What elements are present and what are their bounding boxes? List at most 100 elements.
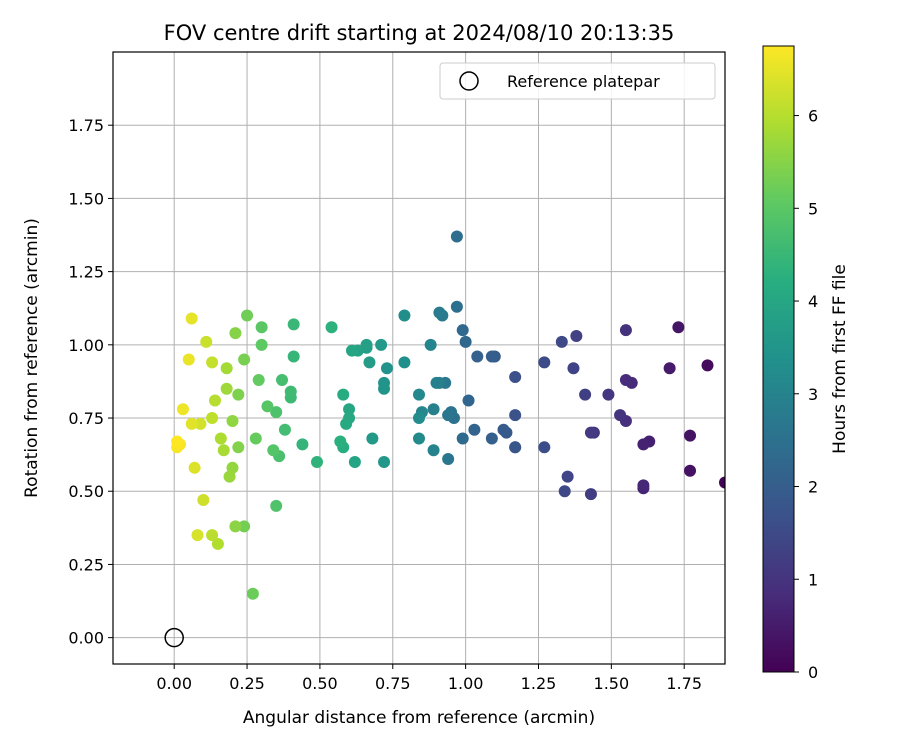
data-point xyxy=(229,520,242,533)
data-point xyxy=(238,520,251,533)
data-point xyxy=(701,359,714,372)
data-point xyxy=(561,470,574,483)
data-point xyxy=(614,409,627,422)
colorbar-tick-label: 0 xyxy=(808,663,818,682)
data-point xyxy=(340,417,353,430)
data-point xyxy=(570,330,583,343)
data-point xyxy=(270,406,283,419)
data-point xyxy=(261,400,274,413)
x-tick-label: 1.25 xyxy=(521,674,557,693)
data-point xyxy=(343,403,356,416)
y-tick-label: 0.50 xyxy=(68,482,104,501)
x-tick-label: 1.50 xyxy=(594,674,630,693)
x-axis-ticks: 0.00 0.25 0.50 0.75 1.00 1.25 1.50 1.75 xyxy=(156,664,702,693)
data-point xyxy=(211,537,224,550)
data-point xyxy=(249,432,262,445)
data-point xyxy=(497,423,510,436)
data-point xyxy=(366,432,379,445)
data-point xyxy=(334,435,347,448)
data-point xyxy=(430,376,443,389)
x-tick-label: 1.75 xyxy=(666,674,702,693)
data-point xyxy=(176,403,189,416)
y-tick-label: 1.50 xyxy=(68,189,104,208)
y-tick-label: 1.00 xyxy=(68,336,104,355)
data-point xyxy=(223,470,236,483)
data-point xyxy=(442,453,455,466)
data-point xyxy=(672,321,685,334)
y-axis-label: Rotation from reference (arcmin) xyxy=(22,218,42,498)
data-point xyxy=(229,327,242,340)
gridlines xyxy=(113,52,725,664)
data-point xyxy=(468,423,481,436)
data-point xyxy=(413,388,425,401)
data-point xyxy=(255,338,268,351)
data-point xyxy=(252,373,265,386)
y-tick-label: 1.75 xyxy=(68,116,104,135)
x-tick-label: 0.00 xyxy=(156,674,192,693)
data-point xyxy=(433,306,446,319)
data-point xyxy=(206,529,219,542)
data-point xyxy=(378,455,391,468)
data-point xyxy=(663,362,676,375)
data-point xyxy=(442,409,455,422)
data-point xyxy=(238,353,251,366)
data-point xyxy=(584,488,597,501)
data-point xyxy=(398,309,411,322)
data-point xyxy=(232,388,245,401)
data-point xyxy=(619,373,632,386)
data-point xyxy=(337,388,350,401)
data-point xyxy=(200,335,213,348)
data-point xyxy=(188,461,201,474)
x-tick-label: 0.75 xyxy=(375,674,411,693)
data-point xyxy=(456,432,469,445)
y-tick-label: 0.75 xyxy=(68,409,104,428)
x-tick-label: 0.25 xyxy=(229,674,265,693)
data-point xyxy=(413,412,425,425)
legend-marker-icon xyxy=(459,71,479,91)
data-point xyxy=(287,350,300,363)
data-point xyxy=(206,412,219,425)
data-point xyxy=(450,300,463,313)
data-point xyxy=(719,476,725,489)
legend-box xyxy=(439,62,716,100)
data-point xyxy=(197,494,210,507)
data-point xyxy=(584,426,597,439)
data-point xyxy=(538,441,551,454)
data-point xyxy=(311,455,323,468)
data-points xyxy=(171,230,725,600)
data-point xyxy=(509,371,522,384)
x-tick-label: 0.50 xyxy=(302,674,338,693)
data-point xyxy=(427,444,440,457)
data-point xyxy=(296,438,309,451)
data-point xyxy=(284,385,297,398)
data-point xyxy=(185,417,198,430)
data-point xyxy=(462,394,475,407)
data-point xyxy=(375,338,388,351)
x-tick-label: 1.00 xyxy=(448,674,484,693)
colorbar-label: Hours from first FF file xyxy=(830,264,850,454)
data-point xyxy=(509,409,522,422)
x-axis-label: Angular distance from reference (arcmin) xyxy=(243,708,595,728)
data-point xyxy=(459,335,472,348)
plot-frame xyxy=(112,51,726,665)
data-point xyxy=(380,362,393,375)
data-point xyxy=(232,441,245,454)
data-point xyxy=(471,350,484,363)
legend: Reference platepar xyxy=(439,62,716,100)
data-point xyxy=(619,324,632,337)
data-point xyxy=(485,432,498,445)
data-point xyxy=(485,350,498,363)
data-point xyxy=(278,423,291,436)
data-point xyxy=(287,318,300,331)
data-point xyxy=(220,382,233,395)
colorbar-ticks: 0 1 2 3 4 5 6 xyxy=(794,107,818,682)
data-point xyxy=(217,444,230,457)
colorbar-tick-label: 2 xyxy=(808,478,818,497)
data-point xyxy=(413,432,425,445)
colorbar-tick-label: 5 xyxy=(808,199,818,218)
y-axis-ticks: 0.00 0.25 0.50 0.75 1.00 1.25 1.50 1.75 xyxy=(68,116,113,648)
data-point xyxy=(555,335,568,348)
data-point xyxy=(602,388,615,401)
data-point xyxy=(194,417,207,430)
data-point xyxy=(171,435,184,448)
